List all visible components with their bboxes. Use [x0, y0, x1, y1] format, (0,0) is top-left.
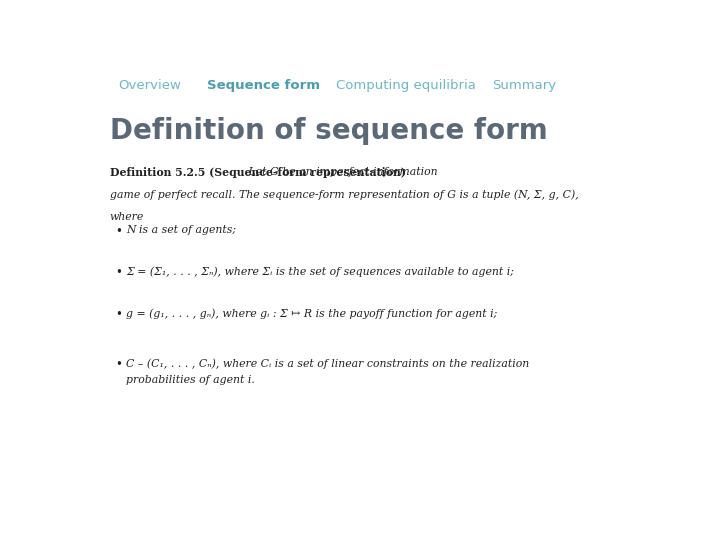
Text: •: •: [115, 358, 122, 371]
Text: Σ = (Σ₁, . . . , Σₙ), where Σᵢ is the set of sequences available to agent i;: Σ = (Σ₁, . . . , Σₙ), where Σᵢ is the se…: [126, 266, 514, 277]
Text: where: where: [109, 212, 144, 222]
Text: Definition of sequence form: Definition of sequence form: [109, 117, 547, 145]
Text: Let G be an imperfect-information: Let G be an imperfect-information: [246, 167, 438, 177]
Text: •: •: [115, 308, 122, 321]
Text: •: •: [115, 266, 122, 280]
Text: •: •: [115, 225, 122, 238]
Text: g = (g₁, . . . , gₙ), where gᵢ : Σ ↦ R is the payoff function for agent i;: g = (g₁, . . . , gₙ), where gᵢ : Σ ↦ R i…: [126, 308, 498, 319]
Text: Sequence form: Sequence form: [207, 79, 320, 92]
Text: Summary: Summary: [492, 79, 556, 92]
Text: Computing equilibria: Computing equilibria: [336, 79, 475, 92]
Text: probabilities of agent i.: probabilities of agent i.: [126, 375, 255, 384]
Text: game of perfect recall. The sequence-form representation of G is a tuple (N, Σ, : game of perfect recall. The sequence-for…: [109, 190, 578, 200]
Text: C – (C₁, . . . , Cₙ), where Cᵢ is a set of linear constraints on the realization: C – (C₁, . . . , Cₙ), where Cᵢ is a set …: [126, 358, 529, 368]
Text: N is a set of agents;: N is a set of agents;: [126, 225, 236, 235]
Text: Definition 5.2.5 (Sequence-form representation): Definition 5.2.5 (Sequence-form represen…: [109, 167, 405, 178]
Text: Overview: Overview: [118, 79, 181, 92]
